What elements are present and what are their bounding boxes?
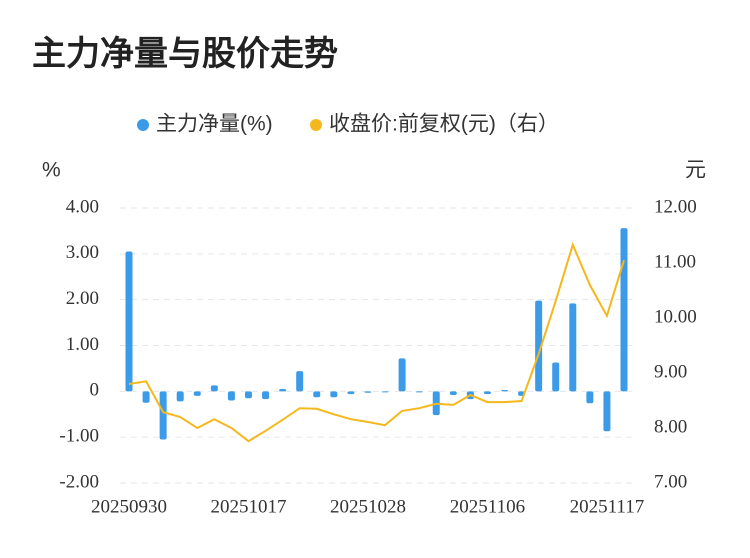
bar	[142, 391, 150, 403]
bar	[262, 391, 270, 400]
bar	[125, 251, 133, 392]
y2-tick-label: 11.00	[654, 251, 696, 272]
bar	[552, 362, 560, 392]
y-tick-label: 4.00	[66, 196, 99, 217]
y2-tick-label: 9.00	[654, 361, 687, 382]
y-tick-label: 1.00	[66, 334, 99, 355]
y-tick-label: 2.00	[66, 288, 99, 309]
price-line	[128, 241, 625, 443]
x-tick-label: 20251106	[450, 496, 525, 517]
y-tick-label: -2.00	[59, 471, 99, 492]
bar	[603, 391, 611, 432]
bar	[364, 391, 372, 393]
bar	[620, 228, 628, 392]
bar	[227, 391, 235, 401]
bar	[279, 389, 287, 392]
bar	[449, 391, 457, 395]
bar	[415, 391, 423, 393]
y2-tick-label: 8.00	[654, 416, 687, 437]
bar	[381, 391, 389, 393]
bar	[296, 371, 304, 392]
bar	[244, 391, 252, 399]
x-tick-label: 20250930	[91, 496, 167, 517]
y2-tick-label: 12.00	[654, 196, 697, 217]
bar	[398, 358, 406, 392]
bar	[159, 391, 167, 440]
y-tick-label: -1.00	[59, 426, 99, 447]
bar	[313, 391, 321, 398]
bar	[501, 389, 509, 392]
y-axis-label: %	[42, 159, 61, 182]
chart-title: 主力净量与股价走势	[32, 35, 338, 73]
bar	[347, 391, 355, 395]
bar	[330, 391, 338, 398]
legend-marker	[310, 119, 322, 131]
y2-tick-label: 7.00	[654, 471, 687, 492]
legend-label: 主力净量(%)	[156, 113, 273, 136]
y-tick-label: 0	[90, 380, 100, 401]
bar	[569, 303, 577, 392]
bar	[193, 391, 201, 396]
y2-axis-label: 元	[685, 159, 706, 182]
bar	[535, 300, 543, 392]
bar	[210, 385, 218, 392]
bar	[483, 391, 491, 395]
x-tick-label: 20251017	[210, 496, 286, 517]
y2-tick-label: 10.00	[654, 306, 697, 327]
x-tick-label: 20251028	[330, 496, 406, 517]
y-tick-label: 3.00	[66, 242, 99, 263]
legend-label: 收盘价:前复权(元)（右）	[329, 113, 559, 136]
legend-marker	[137, 119, 149, 131]
bar	[586, 391, 594, 404]
x-tick-label: 20251117	[570, 496, 645, 517]
bar	[176, 391, 184, 402]
